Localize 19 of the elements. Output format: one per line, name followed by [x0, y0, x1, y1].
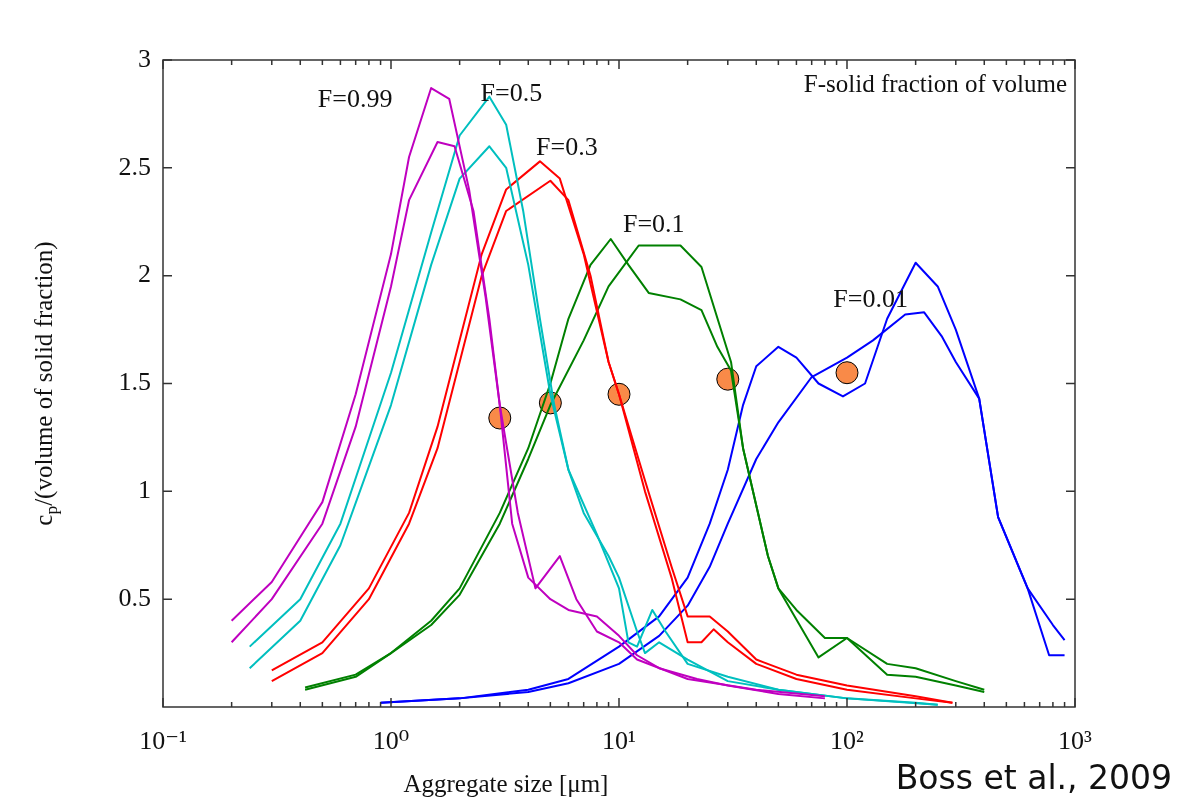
x-tick-label: 10⁻¹ — [139, 726, 187, 756]
x-tick-label: 10¹ — [602, 726, 636, 756]
x-tick-label: 10³ — [1058, 726, 1093, 756]
y-tick-label: 2 — [138, 259, 151, 289]
series-label: F=0.1 — [622, 208, 685, 238]
y-tick-label: 2.5 — [118, 151, 151, 181]
x-tick-label: 10⁰ — [372, 726, 410, 756]
series-label: F=0.5 — [480, 78, 543, 108]
text: Boss et al., 2009 — [895, 757, 1172, 797]
y-tick-label: 1.5 — [118, 367, 151, 397]
y-tick-label: 1 — [138, 475, 151, 505]
x-tick-label: 10² — [830, 726, 865, 756]
y-tick-label: 0.5 — [118, 582, 151, 612]
y-tick-label: 3 — [138, 43, 151, 73]
series-label: F=0.3 — [536, 132, 598, 162]
y-axis-title: cp/(volume of solid fraction) — [29, 241, 62, 526]
series-label: F=0.99 — [317, 83, 393, 113]
x-axis-title: Aggregate size [μm] — [403, 769, 609, 797]
annotation: F-solid fraction of volume — [803, 69, 1067, 97]
